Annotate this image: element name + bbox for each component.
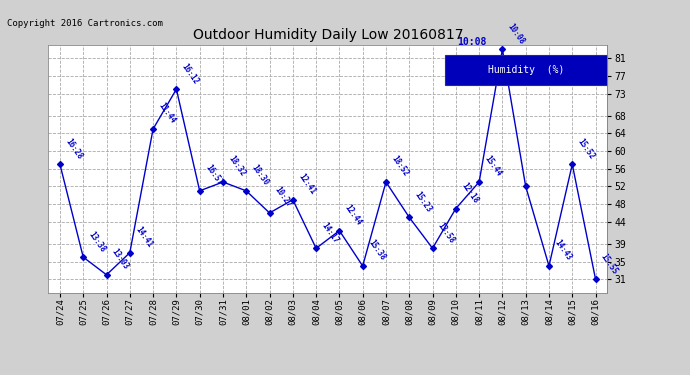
Text: 15:55: 15:55 bbox=[599, 252, 620, 276]
Text: 15:23: 15:23 bbox=[413, 190, 433, 214]
Text: 12:41: 12:41 bbox=[296, 172, 317, 196]
Text: 10:08: 10:08 bbox=[506, 22, 526, 46]
Text: 14:17: 14:17 bbox=[319, 220, 340, 245]
Text: 16:12: 16:12 bbox=[180, 62, 201, 86]
Text: 15:38: 15:38 bbox=[366, 238, 387, 262]
Text: 18:32: 18:32 bbox=[226, 154, 247, 178]
Text: 16:57: 16:57 bbox=[203, 163, 224, 188]
Text: 13:03: 13:03 bbox=[110, 247, 130, 271]
Text: Copyright 2016 Cartronics.com: Copyright 2016 Cartronics.com bbox=[7, 19, 163, 28]
Text: 10:27: 10:27 bbox=[273, 185, 294, 209]
Text: 10:08: 10:08 bbox=[457, 37, 486, 47]
Text: 13:58: 13:58 bbox=[436, 220, 457, 245]
Text: 12:44: 12:44 bbox=[343, 203, 364, 227]
Text: 15:52: 15:52 bbox=[575, 137, 596, 161]
Text: 15:44: 15:44 bbox=[482, 154, 503, 178]
Text: Humidity  (%): Humidity (%) bbox=[488, 65, 564, 75]
Text: 14:43: 14:43 bbox=[553, 238, 573, 262]
Text: 18:52: 18:52 bbox=[389, 154, 410, 178]
Text: 14:41: 14:41 bbox=[133, 225, 154, 249]
Text: 13:38: 13:38 bbox=[87, 230, 108, 254]
Text: 12:18: 12:18 bbox=[460, 181, 480, 205]
Text: 11:44: 11:44 bbox=[157, 101, 177, 126]
FancyBboxPatch shape bbox=[445, 55, 607, 85]
Title: Outdoor Humidity Daily Low 20160817: Outdoor Humidity Daily Low 20160817 bbox=[193, 28, 463, 42]
Text: 16:28: 16:28 bbox=[63, 137, 84, 161]
Text: 18:30: 18:30 bbox=[250, 163, 270, 188]
